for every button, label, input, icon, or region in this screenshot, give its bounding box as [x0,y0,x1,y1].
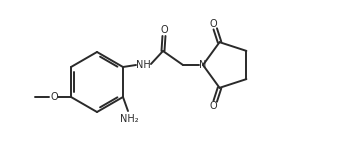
Text: O: O [50,92,58,102]
Text: O: O [160,25,168,35]
Text: NH: NH [136,60,150,70]
Text: N: N [199,60,207,70]
Text: O: O [210,101,218,111]
Text: NH₂: NH₂ [120,114,138,124]
Text: O: O [210,19,218,29]
